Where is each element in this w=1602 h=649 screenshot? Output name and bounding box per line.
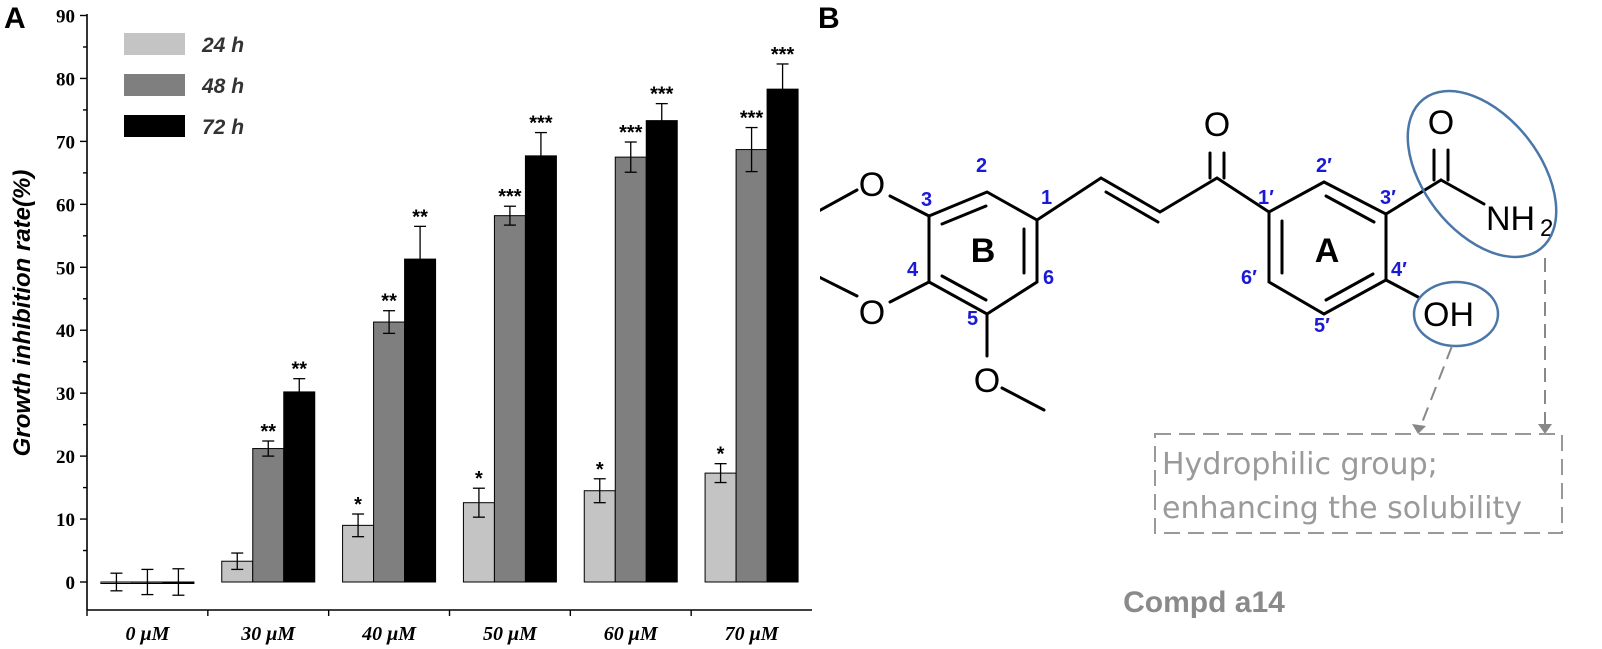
bar [373, 321, 406, 583]
significance-marker: * [717, 444, 725, 466]
legend-swatch [124, 33, 185, 55]
amide-nh: NH [1486, 200, 1535, 238]
significance-marker: *** [740, 108, 764, 130]
bar [404, 258, 437, 583]
hydroxyl-connector-arrowhead [1412, 424, 1426, 434]
hydroxyl-connector-line [1419, 345, 1453, 429]
significance-marker: ** [381, 291, 397, 313]
significance-marker: *** [650, 84, 674, 106]
chart-bars: ****************************** [100, 44, 799, 596]
legend-swatch [124, 74, 185, 96]
y-tick-label: 80 [56, 69, 75, 90]
bar [252, 448, 285, 583]
y-tick-label: 10 [56, 510, 75, 531]
position-2: 2 [976, 155, 987, 177]
panel-b-label: B [820, 2, 840, 35]
note-line-1: Hydrophilic group; [1162, 447, 1438, 482]
position-3-prime: 3′ [1380, 187, 1396, 209]
legend-label: 24 h [201, 34, 244, 57]
position-6-prime: 6′ [1241, 267, 1257, 289]
bar [735, 149, 768, 583]
x-tick-label: 40 μM [361, 623, 417, 645]
significance-marker: ** [291, 359, 307, 381]
significance-marker: *** [498, 186, 522, 208]
significance-marker: * [596, 459, 604, 481]
methoxy-bonds [820, 188, 1046, 412]
y-axis-label: Growth inhibition rate(%) [9, 170, 36, 457]
x-tick-label: 70 μM [725, 623, 780, 645]
position-1-prime: 1′ [1258, 187, 1274, 209]
y-tick-label: 70 [56, 132, 75, 153]
legend-swatch [124, 115, 185, 137]
ring-b-letter: B [971, 232, 996, 270]
bar [645, 120, 678, 583]
y-tick-label: 40 [56, 321, 75, 342]
position-1: 1 [1041, 187, 1052, 209]
position-5: 5 [967, 308, 978, 330]
y-tick-label: 60 [56, 195, 75, 216]
significance-marker: *** [529, 113, 553, 135]
chemical-structure: B O O NH 2 OH O O [820, 2, 1563, 619]
position-2-prime: 2′ [1316, 155, 1332, 177]
significance-marker: * [354, 494, 362, 516]
x-tick-label: 50 μM [483, 623, 538, 645]
significance-marker: ** [412, 206, 428, 228]
x-tick-label: 0 μM [125, 623, 170, 645]
bar-chart: A Growth inhibition rate(%) 0 10 20 30 40 50 6… [4, 2, 812, 645]
bar [524, 155, 557, 583]
amide-subscript: 2 [1540, 215, 1553, 242]
note-box [1154, 433, 1563, 534]
chart-axes: 0 10 20 30 40 50 60 70 80 90 0 μM 30 μM 40 μM 50 μM 60… [56, 7, 812, 645]
enone-linker [1035, 151, 1271, 224]
ring-a-letter: A [1315, 232, 1340, 270]
bar [493, 215, 526, 583]
legend-label: 48 h [201, 75, 244, 98]
y-tick-label: 50 [56, 258, 75, 279]
compound-name: Compd a14 [1123, 586, 1285, 619]
panel-a-label: A [4, 2, 26, 35]
y-tick-label: 90 [56, 7, 75, 28]
position-6: 6 [1043, 267, 1054, 289]
note-line-2: enhancing the solubility [1162, 491, 1522, 526]
hydroxyl-highlight-ellipse [1412, 280, 1500, 348]
hydroxyl-label: OH [1423, 296, 1474, 334]
hydroxyl-bond [1384, 278, 1420, 299]
carbonyl-oxygen: O [1204, 106, 1230, 144]
amide-group-bonds [1384, 148, 1486, 216]
x-tick-label: 30 μM [240, 623, 296, 645]
methoxy-oxygen-5: O [974, 362, 1000, 400]
y-tick-label: 30 [56, 384, 75, 405]
bar [766, 88, 799, 583]
bar [614, 156, 647, 583]
amide-oxygen: O [1428, 104, 1454, 142]
y-tick-label: 20 [56, 447, 75, 468]
significance-marker: * [475, 468, 483, 490]
position-4-prime: 4′ [1391, 259, 1407, 281]
significance-marker: ** [260, 421, 276, 443]
position-3: 3 [921, 189, 932, 211]
methoxy-oxygen-3: O [859, 166, 885, 204]
x-tick-label: 60 μM [604, 623, 659, 645]
chart-legend: 24 h 48 h 72 h [124, 33, 244, 139]
position-5-prime: 5′ [1314, 315, 1330, 337]
methoxy-oxygen-4: O [859, 294, 885, 332]
significance-marker: *** [771, 44, 795, 66]
bar [704, 472, 737, 583]
bar [583, 490, 616, 583]
amide-connector-arrowhead [1538, 424, 1552, 434]
significance-marker: *** [619, 122, 643, 144]
position-4: 4 [907, 259, 919, 281]
legend-label: 72 h [202, 116, 244, 139]
amide-highlight-ellipse [1406, 89, 1558, 259]
y-tick-label: 0 [66, 573, 76, 594]
bar [283, 391, 316, 583]
